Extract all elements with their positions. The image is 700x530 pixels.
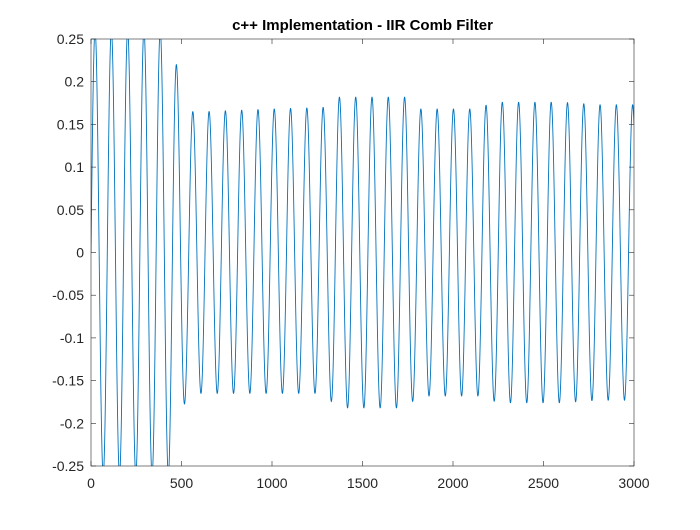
x-tick-label: 500 <box>170 475 194 491</box>
y-tick-label: 0.2 <box>65 74 85 90</box>
y-tick-label: -0.2 <box>60 415 84 431</box>
y-tick-label: 0 <box>76 245 84 261</box>
y-tick-label: -0.05 <box>52 287 84 303</box>
y-tick-label: -0.25 <box>52 458 84 474</box>
x-tick-label: 1000 <box>256 475 287 491</box>
series-line-1 <box>91 39 634 466</box>
x-tick-label: 1500 <box>347 475 378 491</box>
y-tick-label: 0.25 <box>57 31 84 47</box>
plot-area <box>91 39 634 466</box>
y-tick-label: 0.1 <box>65 159 85 175</box>
y-tick-label: -0.15 <box>52 373 84 389</box>
y-tick-label: -0.1 <box>60 330 84 346</box>
y-tick-label: 0.05 <box>57 202 84 218</box>
y-tick-label: 0.15 <box>57 116 84 132</box>
x-tick-label: 2000 <box>437 475 468 491</box>
chart-title: c++ Implementation - IIR Comb Filter <box>232 17 493 34</box>
axes: 0 500 1000 1500 2000 2500 3000 -0.25 -0.2 -0.15 -0… <box>52 31 650 491</box>
x-tick-label: 2500 <box>528 475 559 491</box>
x-tick-label: 0 <box>87 475 95 491</box>
x-tick-label: 3000 <box>618 475 649 491</box>
